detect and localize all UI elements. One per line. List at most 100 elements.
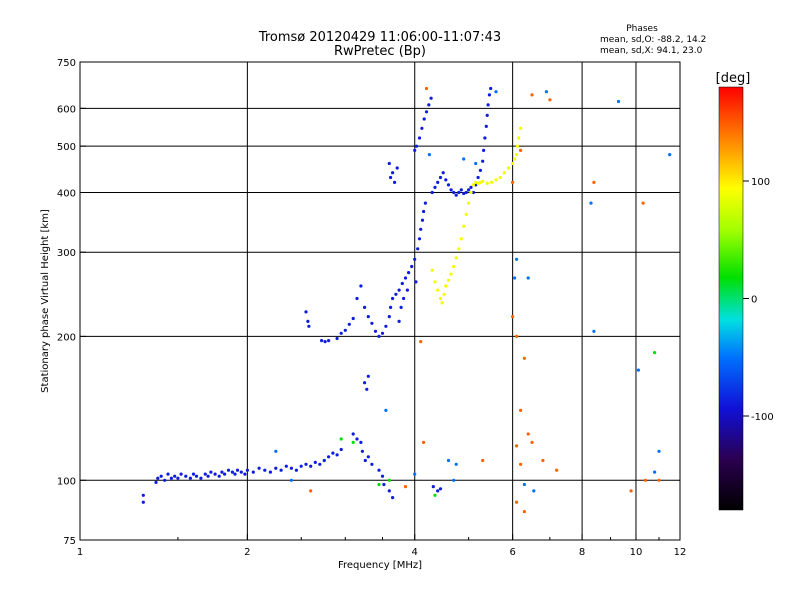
data-point bbox=[416, 247, 420, 251]
data-point bbox=[191, 472, 196, 476]
data-point bbox=[323, 340, 327, 344]
data-point bbox=[307, 324, 311, 328]
data-point bbox=[429, 96, 433, 100]
data-point bbox=[304, 310, 308, 314]
data-point bbox=[141, 493, 145, 497]
data-point bbox=[413, 257, 417, 261]
data-point bbox=[592, 180, 596, 184]
plot-frame bbox=[79, 61, 681, 541]
data-point bbox=[335, 453, 339, 457]
data-point bbox=[351, 432, 355, 436]
data-point bbox=[403, 485, 408, 489]
data-point bbox=[452, 190, 456, 195]
data-point bbox=[413, 472, 417, 476]
data-point bbox=[194, 474, 199, 478]
data-point bbox=[243, 472, 247, 476]
data-point bbox=[389, 175, 393, 180]
data-point bbox=[464, 212, 468, 216]
y-tick-label: 300 bbox=[57, 248, 76, 259]
data-point bbox=[657, 478, 661, 482]
data-point bbox=[387, 489, 391, 493]
data-point bbox=[469, 190, 473, 195]
data-point bbox=[355, 296, 359, 301]
data-point bbox=[510, 180, 515, 184]
data-point bbox=[420, 218, 425, 222]
data-point bbox=[384, 324, 388, 328]
data-point bbox=[548, 98, 552, 102]
data-point bbox=[442, 292, 446, 296]
data-point bbox=[397, 319, 401, 323]
data-point bbox=[462, 224, 466, 228]
data-point bbox=[476, 175, 480, 180]
data-point bbox=[339, 447, 343, 452]
data-point bbox=[519, 462, 523, 466]
x-ticks: 1 2 4 6 8 10 12 bbox=[77, 534, 686, 558]
data-point bbox=[519, 126, 523, 130]
x-tick-label: 4 bbox=[412, 547, 418, 558]
data-point bbox=[459, 188, 463, 192]
data-point bbox=[274, 466, 278, 470]
data-point bbox=[377, 482, 381, 487]
data-point bbox=[419, 340, 423, 344]
data-point bbox=[422, 209, 426, 214]
data-point bbox=[339, 437, 343, 441]
data-point bbox=[417, 237, 422, 241]
x-tick-label: 2 bbox=[244, 547, 250, 558]
data-point bbox=[373, 329, 378, 333]
data-point bbox=[199, 476, 203, 480]
data-point bbox=[515, 444, 519, 448]
data-point bbox=[370, 462, 374, 466]
data-point bbox=[457, 247, 461, 251]
legend-line-o: mean, sd,O: -88.2, 14.2 bbox=[600, 35, 706, 45]
data-point bbox=[530, 93, 534, 97]
data-point bbox=[377, 468, 381, 472]
data-point bbox=[513, 157, 517, 161]
data-point bbox=[423, 201, 427, 205]
data-point bbox=[515, 334, 519, 338]
data-point bbox=[653, 351, 657, 355]
data-point bbox=[464, 190, 468, 195]
data-point bbox=[313, 460, 317, 464]
data-point bbox=[306, 319, 310, 323]
chart-title: Tromsø 20120429 11:06:00-11:07:43 bbox=[258, 30, 501, 45]
data-point bbox=[359, 284, 363, 288]
data-point bbox=[430, 190, 434, 195]
data-point bbox=[510, 161, 515, 166]
y-tick-label: 200 bbox=[57, 332, 76, 343]
data-point bbox=[322, 458, 326, 463]
data-point bbox=[510, 315, 515, 319]
data-point bbox=[494, 90, 498, 94]
data-point bbox=[233, 472, 237, 476]
data-point bbox=[382, 482, 386, 487]
x-tick-label: 1 bbox=[77, 547, 83, 558]
grid bbox=[80, 62, 680, 540]
data-point bbox=[424, 86, 429, 91]
data-point bbox=[441, 171, 445, 175]
data-point bbox=[487, 93, 491, 97]
data-point bbox=[478, 168, 482, 172]
data-point bbox=[176, 476, 180, 480]
data-point bbox=[299, 464, 303, 468]
data-point bbox=[427, 103, 431, 107]
data-point bbox=[452, 478, 456, 482]
data-point bbox=[343, 328, 347, 332]
data-point bbox=[519, 408, 523, 412]
data-point bbox=[444, 284, 448, 288]
data-point bbox=[274, 449, 278, 453]
data-point bbox=[449, 188, 453, 192]
y-ticks: 75 100 200 300 400 500 600 750 bbox=[57, 58, 86, 547]
data-point bbox=[530, 440, 534, 444]
y-tick-label: 600 bbox=[57, 104, 76, 115]
data-point bbox=[203, 472, 207, 476]
data-point bbox=[169, 476, 173, 480]
y-tick-label: 400 bbox=[57, 188, 76, 199]
data-point bbox=[515, 257, 519, 261]
data-point bbox=[309, 489, 313, 493]
data-point bbox=[156, 476, 160, 480]
data-point bbox=[474, 183, 478, 187]
data-point bbox=[419, 227, 423, 231]
data-point bbox=[320, 339, 324, 343]
data-point bbox=[384, 408, 388, 412]
x-tick-label: 10 bbox=[630, 547, 643, 558]
colorbar-tick-label: 0 bbox=[751, 295, 757, 306]
